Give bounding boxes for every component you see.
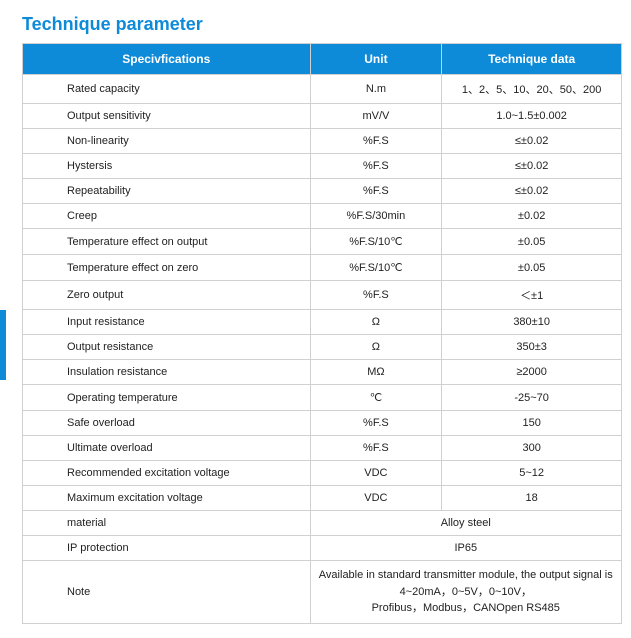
- cell-spec: Recommended excitation voltage: [23, 461, 311, 486]
- table-row: Non-linearity%F.S≤±0.02: [23, 129, 622, 154]
- cell-spec: Repeatability: [23, 179, 311, 204]
- cell-unit: mV/V: [310, 104, 442, 129]
- table-row: Creep%F.S/30min±0.02: [23, 204, 622, 229]
- cell-spec: material: [23, 511, 311, 536]
- cell-data: ±0.02: [442, 204, 622, 229]
- cell-data: ±0.05: [442, 255, 622, 281]
- cell-spec: Rated capacity: [23, 75, 311, 104]
- spec-table: Specivfications Unit Technique data Rate…: [22, 43, 622, 624]
- cell-data: 350±3: [442, 335, 622, 360]
- table-row-note: Note Available in standard transmitter mo…: [23, 561, 622, 624]
- cell-unit: N.m: [310, 75, 442, 104]
- cell-data: 1、2、5、10、20、50、200: [442, 75, 622, 104]
- cell-spec: Input resistance: [23, 310, 311, 335]
- cell-merged-value: IP65: [310, 536, 621, 561]
- table-row: Output sensitivitymV/V1.0~1.5±0.002: [23, 104, 622, 129]
- table-row: Recommended excitation voltageVDC5~12: [23, 461, 622, 486]
- cell-merged-value: Alloy steel: [310, 511, 621, 536]
- note-line2: Profibus，Modbus，CANOpen RS485: [372, 602, 560, 614]
- cell-data: 18: [442, 486, 622, 511]
- cell-spec: Maximum excitation voltage: [23, 486, 311, 511]
- cell-spec: Note: [23, 561, 311, 624]
- table-row-merged: IP protectionIP65: [23, 536, 622, 561]
- cell-data: -25~70: [442, 385, 622, 411]
- cell-unit: ℃: [310, 385, 442, 411]
- cell-spec: Output resistance: [23, 335, 311, 360]
- cell-unit: %F.S: [310, 436, 442, 461]
- table-row: Temperature effect on output%F.S/10℃±0.0…: [23, 229, 622, 255]
- cell-data: ≤±0.02: [442, 179, 622, 204]
- cell-unit: %F.S: [310, 154, 442, 179]
- page-title: Technique parameter: [22, 14, 615, 35]
- table-row: Output resistanceΩ350±3: [23, 335, 622, 360]
- table-header-row: Specivfications Unit Technique data: [23, 44, 622, 75]
- cell-spec: Hystersis: [23, 154, 311, 179]
- cell-data: ±0.05: [442, 229, 622, 255]
- side-tab: [0, 310, 6, 380]
- cell-spec: Zero output: [23, 281, 311, 310]
- cell-data: 1.0~1.5±0.002: [442, 104, 622, 129]
- cell-spec: Operating temperature: [23, 385, 311, 411]
- cell-unit: %F.S: [310, 411, 442, 436]
- cell-data: 150: [442, 411, 622, 436]
- cell-data: ≤±0.02: [442, 154, 622, 179]
- cell-data: 300: [442, 436, 622, 461]
- header-data: Technique data: [442, 44, 622, 75]
- cell-data: 5~12: [442, 461, 622, 486]
- table-row-merged: materialAlloy steel: [23, 511, 622, 536]
- note-line1: 4~20mA，0~5V，0~10V，: [400, 586, 532, 598]
- table-row: Operating temperature℃-25~70: [23, 385, 622, 411]
- cell-spec: Creep: [23, 204, 311, 229]
- cell-data: ＜±1: [442, 281, 622, 310]
- cell-unit: %F.S: [310, 129, 442, 154]
- cell-spec: Insulation resistance: [23, 360, 311, 385]
- header-spec: Specivfications: [23, 44, 311, 75]
- table-row: Rated capacityN.m1、2、5、10、20、50、200: [23, 75, 622, 104]
- cell-unit: %F.S/30min: [310, 204, 442, 229]
- cell-unit: %F.S/10℃: [310, 255, 442, 281]
- cell-spec: Temperature effect on zero: [23, 255, 311, 281]
- note-small-text: Available in standard transmitter module…: [319, 569, 613, 581]
- cell-spec: Temperature effect on output: [23, 229, 311, 255]
- cell-note: Available in standard transmitter module…: [310, 561, 621, 624]
- table-row: Repeatability%F.S≤±0.02: [23, 179, 622, 204]
- cell-data: ≤±0.02: [442, 129, 622, 154]
- cell-unit: VDC: [310, 486, 442, 511]
- table-row: Temperature effect on zero%F.S/10℃±0.05: [23, 255, 622, 281]
- cell-spec: IP protection: [23, 536, 311, 561]
- cell-unit: %F.S/10℃: [310, 229, 442, 255]
- cell-data: 380±10: [442, 310, 622, 335]
- table-row: Input resistanceΩ380±10: [23, 310, 622, 335]
- table-row: Safe overload%F.S150: [23, 411, 622, 436]
- cell-unit: %F.S: [310, 179, 442, 204]
- cell-spec: Output sensitivity: [23, 104, 311, 129]
- cell-unit: Ω: [310, 335, 442, 360]
- table-row: Ultimate overload%F.S300: [23, 436, 622, 461]
- cell-unit: Ω: [310, 310, 442, 335]
- cell-spec: Non-linearity: [23, 129, 311, 154]
- cell-spec: Safe overload: [23, 411, 311, 436]
- table-row: Insulation resistanceMΩ≥2000: [23, 360, 622, 385]
- cell-data: ≥2000: [442, 360, 622, 385]
- cell-unit: MΩ: [310, 360, 442, 385]
- cell-unit: VDC: [310, 461, 442, 486]
- header-unit: Unit: [310, 44, 442, 75]
- cell-spec: Ultimate overload: [23, 436, 311, 461]
- table-row: Maximum excitation voltageVDC18: [23, 486, 622, 511]
- table-row: Zero output%F.S＜±1: [23, 281, 622, 310]
- cell-unit: %F.S: [310, 281, 442, 310]
- table-row: Hystersis%F.S≤±0.02: [23, 154, 622, 179]
